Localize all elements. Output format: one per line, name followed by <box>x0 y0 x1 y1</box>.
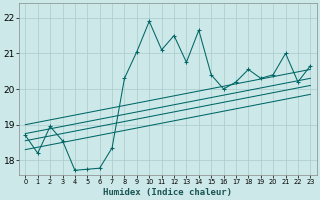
X-axis label: Humidex (Indice chaleur): Humidex (Indice chaleur) <box>103 188 232 197</box>
